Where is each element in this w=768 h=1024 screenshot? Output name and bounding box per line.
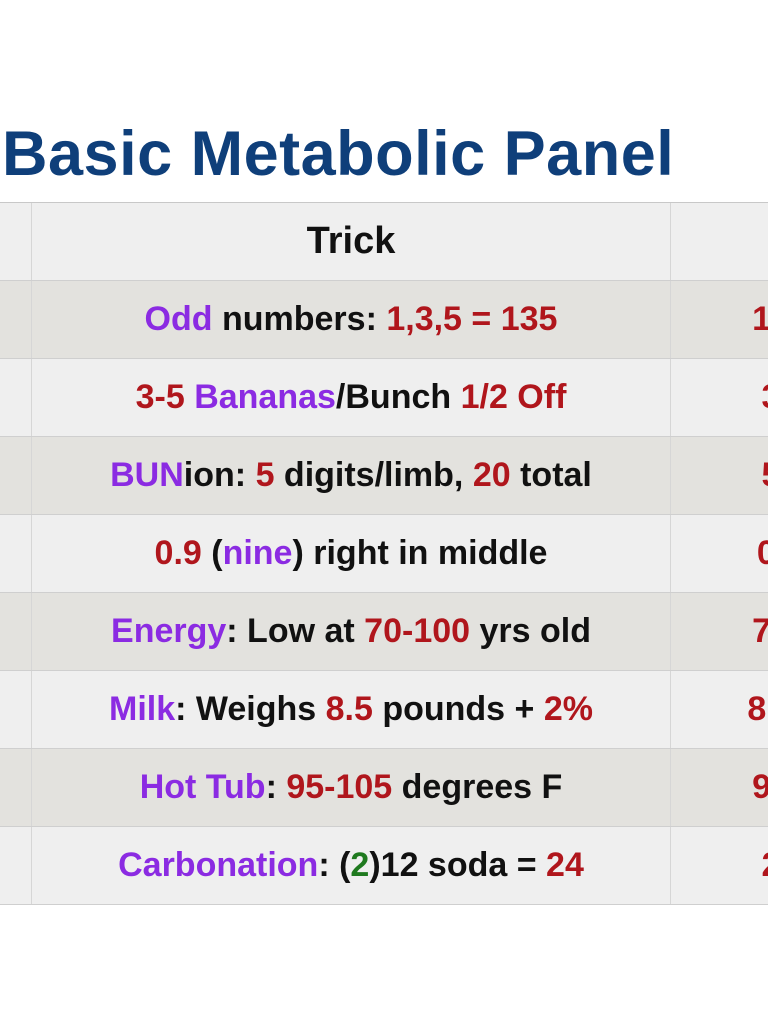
- title: Basic Metabolic Panel: [2, 119, 675, 189]
- trick-cell: Carbonation: (2)12 soda = 24: [32, 827, 671, 904]
- trick-cell: 0.9 (nine) right in middle: [32, 515, 671, 592]
- table-row: 0.9 (nine) right in middle 0.: [0, 515, 768, 593]
- cell: [0, 515, 32, 592]
- text-segment: 8.5: [325, 690, 373, 728]
- text-segment: :: [265, 768, 287, 806]
- trick-cell: Energy: Low at 70-100 yrs old: [32, 593, 671, 670]
- table-row: Odd numbers: 1,3,5 = 135 13: [0, 281, 768, 359]
- trick-cell: Odd numbers: 1,3,5 = 135: [32, 281, 671, 358]
- value-cell: 3: [671, 359, 768, 436]
- value-cell: 5: [671, 437, 768, 514]
- cell: [0, 203, 32, 280]
- table-row: Energy: Low at 70-100 yrs old 70: [0, 593, 768, 671]
- header-row: Trick: [0, 203, 768, 281]
- text-segment: pounds +: [372, 690, 544, 728]
- cell: [0, 593, 32, 670]
- text-segment: total: [510, 456, 592, 494]
- table: Trick Odd numbers: 1,3,5 = 135 13 3-5 Bana…: [0, 202, 768, 905]
- text-segment: 1/2 Off: [460, 378, 567, 416]
- header-cell: Trick: [32, 203, 671, 280]
- text-segment: : Weighs: [175, 690, 326, 728]
- text-segment: : (: [318, 846, 351, 884]
- text-segment: ion:: [183, 456, 256, 494]
- text-segment: 70-100: [364, 612, 471, 650]
- text-segment: 24: [546, 846, 584, 884]
- text-segment: Energy: [111, 612, 227, 650]
- text-segment: Odd: [144, 300, 213, 338]
- trick-cell: 3-5 Bananas/Bunch 1/2 Off: [32, 359, 671, 436]
- text-segment: 2: [350, 846, 370, 884]
- cell: [0, 827, 32, 904]
- text-segment: ) right in middle: [292, 534, 548, 572]
- cell: [671, 203, 768, 280]
- text-segment: Hot Tub: [139, 768, 266, 806]
- text-segment: 1,3,5 = 135: [386, 300, 558, 338]
- text-segment: : Low at: [226, 612, 365, 650]
- cell: [0, 437, 32, 514]
- text-segment: Milk: [109, 690, 176, 728]
- cell: [0, 749, 32, 826]
- text-segment: yrs old: [470, 612, 591, 650]
- text-segment: numbers:: [212, 300, 387, 338]
- text-segment: Carbonation: [118, 846, 319, 884]
- table-row: Milk: Weighs 8.5 pounds + 2%8.5: [0, 671, 768, 749]
- table-row: Hot Tub: 95-105 degrees F 95: [0, 749, 768, 827]
- text-segment: 0.9: [154, 534, 202, 572]
- text-segment: 95-105: [286, 768, 393, 806]
- cell: [0, 281, 32, 358]
- text-segment: 5: [255, 456, 275, 494]
- text-segment: 2%: [543, 690, 593, 728]
- trick-cell: Milk: Weighs 8.5 pounds + 2%: [32, 671, 671, 748]
- value-cell: 70: [752, 612, 768, 650]
- text-segment: BUN: [110, 456, 184, 494]
- trick-cell: BUNion: 5 digits/limb, 20 total: [32, 437, 671, 514]
- text-segment: digits/limb,: [274, 456, 473, 494]
- text-segment: Bananas: [194, 378, 336, 416]
- text-segment: nine: [222, 534, 293, 572]
- table-row: 3-5 Bananas/Bunch 1/2 Off3: [0, 359, 768, 437]
- cell: [0, 671, 32, 748]
- text-segment: )12 soda =: [369, 846, 547, 884]
- value-cell: 13: [752, 300, 768, 338]
- value-cell: 2: [671, 827, 768, 904]
- text-segment: (: [201, 534, 223, 572]
- value-cell: 8.5: [747, 690, 768, 728]
- trick-cell: Hot Tub: 95-105 degrees F: [32, 749, 671, 826]
- text-segment: 20: [472, 456, 511, 494]
- table-row: Carbonation: (2)12 soda = 242: [0, 827, 768, 905]
- value-cell: 0.: [756, 534, 768, 572]
- cell: [0, 359, 32, 436]
- text-segment: 3-5: [135, 378, 195, 416]
- text-segment: degrees F: [392, 768, 563, 806]
- text-segment: /Bunch: [335, 378, 461, 416]
- value-cell: 95: [752, 768, 768, 806]
- table-row: BUNion: 5 digits/limb, 20 total5: [0, 437, 768, 515]
